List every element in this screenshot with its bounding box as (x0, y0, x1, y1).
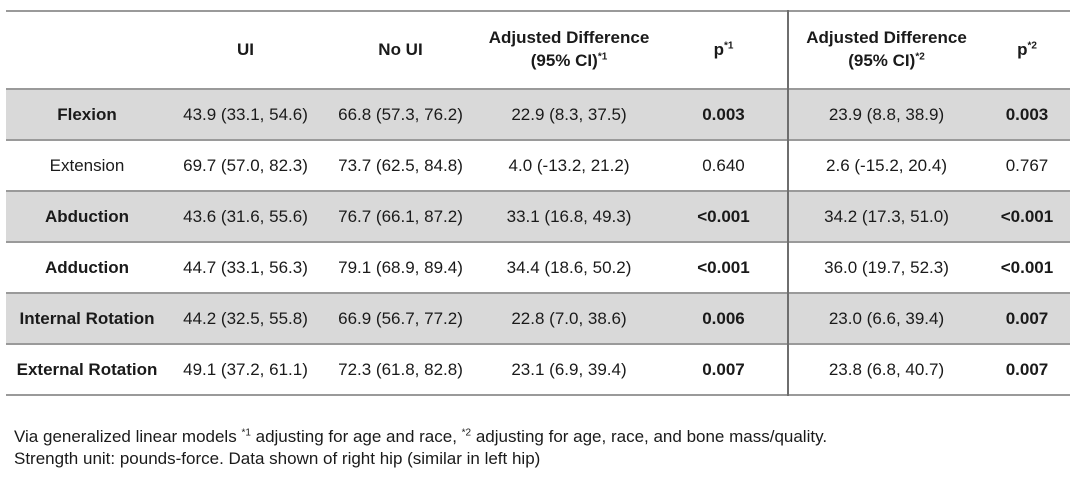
cell-adj2: 36.0 (19.7, 52.3) (787, 242, 984, 293)
cell-ui: 43.6 (31.6, 55.6) (183, 206, 308, 226)
cell-p2: 0.003 (1005, 104, 1049, 124)
row-label: Adduction (44, 257, 130, 277)
header-ui: UI (237, 39, 254, 59)
cell-adj2: 23.8 (6.8, 40.7) (787, 344, 984, 395)
header-adj1-sup: *1 (597, 51, 608, 63)
footnote-sup-1: *1 (241, 427, 251, 439)
header-p2: p*2 (984, 11, 1070, 89)
cell-p1: <0.001 (697, 257, 750, 277)
table-row-internal-rotation: Internal Rotation 44.2 (32.5, 55.8) 66.9… (6, 293, 1070, 344)
cell-p2: 0.007 (1005, 308, 1049, 328)
table-row-abduction: Abduction 43.6 (31.6, 55.6) 76.7 (66.1, … (6, 191, 1070, 242)
header-adjusted-difference-2: Adjusted Difference (95% CI)*2 (787, 11, 984, 89)
header-p1-text: p (713, 39, 724, 59)
cell-p1: 0.007 (702, 359, 745, 379)
cell-p1: 0.640 (702, 155, 745, 175)
cell-p2: 0.767 (1005, 155, 1049, 175)
results-table-container: UI No UI Adjusted Difference (95% CI)*1 … (6, 10, 1070, 396)
footnote-line-2: Strength unit: pounds-force. Data shown … (14, 449, 541, 468)
table-row-external-rotation: External Rotation 49.1 (37.2, 61.1) 72.3… (6, 344, 1070, 395)
cell-ui: 69.7 (57.0, 82.3) (183, 155, 308, 175)
row-label: Internal Rotation (19, 308, 155, 328)
cell-adj2: 2.6 (-15.2, 20.4) (787, 140, 984, 191)
row-label: External Rotation (16, 359, 158, 379)
cell-p1: 0.006 (702, 308, 745, 328)
table-header-row: UI No UI Adjusted Difference (95% CI)*1 … (6, 11, 1070, 89)
cell-ui: 44.7 (33.1, 56.3) (183, 257, 308, 277)
cell-adj1: 22.9 (8.3, 37.5) (511, 104, 627, 124)
footnote-1c: adjusting for age, race, and bone mass/q… (471, 427, 828, 446)
strength-results-table: UI No UI Adjusted Difference (95% CI)*1 … (6, 10, 1070, 396)
cell-p1: <0.001 (697, 206, 750, 226)
header-p2-text: p (1017, 39, 1028, 59)
cell-adj2: 23.9 (8.8, 38.9) (787, 89, 984, 140)
cell-p2: <0.001 (1000, 206, 1054, 226)
footnote-1b: adjusting for age and race, (250, 427, 462, 446)
cell-p1: 0.003 (702, 104, 745, 124)
footnote-1a: Via generalized linear models (14, 427, 242, 446)
cell-adj1: 4.0 (-13.2, 21.2) (508, 155, 630, 175)
header-adj2-line2: (95% CI) (848, 51, 916, 70)
cell-no-ui: 73.7 (62.5, 84.8) (338, 155, 463, 175)
cell-ui: 49.1 (37.2, 61.1) (183, 359, 308, 379)
row-label: Extension (49, 155, 125, 175)
table-footnotes: Via generalized linear models *1 adjusti… (14, 426, 827, 470)
cell-adj2: 34.2 (17.3, 51.0) (787, 191, 984, 242)
table-row-adduction: Adduction 44.7 (33.1, 56.3) 79.1 (68.9, … (6, 242, 1070, 293)
header-adj2-sup: *2 (915, 51, 925, 63)
header-adj1-line2: (95% CI) (530, 51, 598, 70)
footnote-sup-2: *2 (461, 427, 472, 439)
row-label: Abduction (44, 206, 130, 226)
cell-no-ui: 66.8 (57.3, 76.2) (338, 104, 463, 124)
cell-adj1: 33.1 (16.8, 49.3) (506, 206, 632, 226)
cell-p2: 0.007 (1005, 359, 1049, 379)
cell-no-ui: 79.1 (68.9, 89.4) (338, 257, 463, 277)
table-row-flexion: Flexion 43.9 (33.1, 54.6) 66.8 (57.3, 76… (6, 89, 1070, 140)
cell-p2: <0.001 (1000, 257, 1054, 277)
cell-no-ui: 72.3 (61.8, 82.8) (338, 359, 463, 379)
cell-adj1: 34.4 (18.6, 50.2) (506, 257, 632, 277)
cell-no-ui: 76.7 (66.1, 87.2) (338, 206, 463, 226)
cell-adj1: 22.8 (7.0, 38.6) (511, 308, 627, 328)
header-label (6, 11, 168, 89)
header-adj1-line1: Adjusted Difference (488, 28, 650, 48)
table-row-extension: Extension 69.7 (57.0, 82.3) 73.7 (62.5, … (6, 140, 1070, 191)
cell-adj1: 23.1 (6.9, 39.4) (511, 359, 627, 379)
cell-ui: 43.9 (33.1, 54.6) (183, 104, 308, 124)
header-p1: p*1 (660, 11, 788, 89)
cell-ui: 44.2 (32.5, 55.8) (183, 308, 308, 328)
header-p2-sup: *2 (1027, 39, 1037, 51)
header-adj2-line1: Adjusted Difference (806, 28, 967, 48)
cell-adj2: 23.0 (6.6, 39.4) (787, 293, 984, 344)
cell-no-ui: 66.9 (56.7, 77.2) (338, 308, 463, 328)
footnote-line-1: Via generalized linear models *1 adjusti… (14, 426, 827, 448)
header-no-ui: No UI (378, 39, 423, 59)
header-p1-sup: *1 (723, 39, 734, 51)
row-label: Flexion (57, 104, 117, 124)
header-adjusted-difference-1: Adjusted Difference (95% CI)*1 (478, 11, 660, 89)
